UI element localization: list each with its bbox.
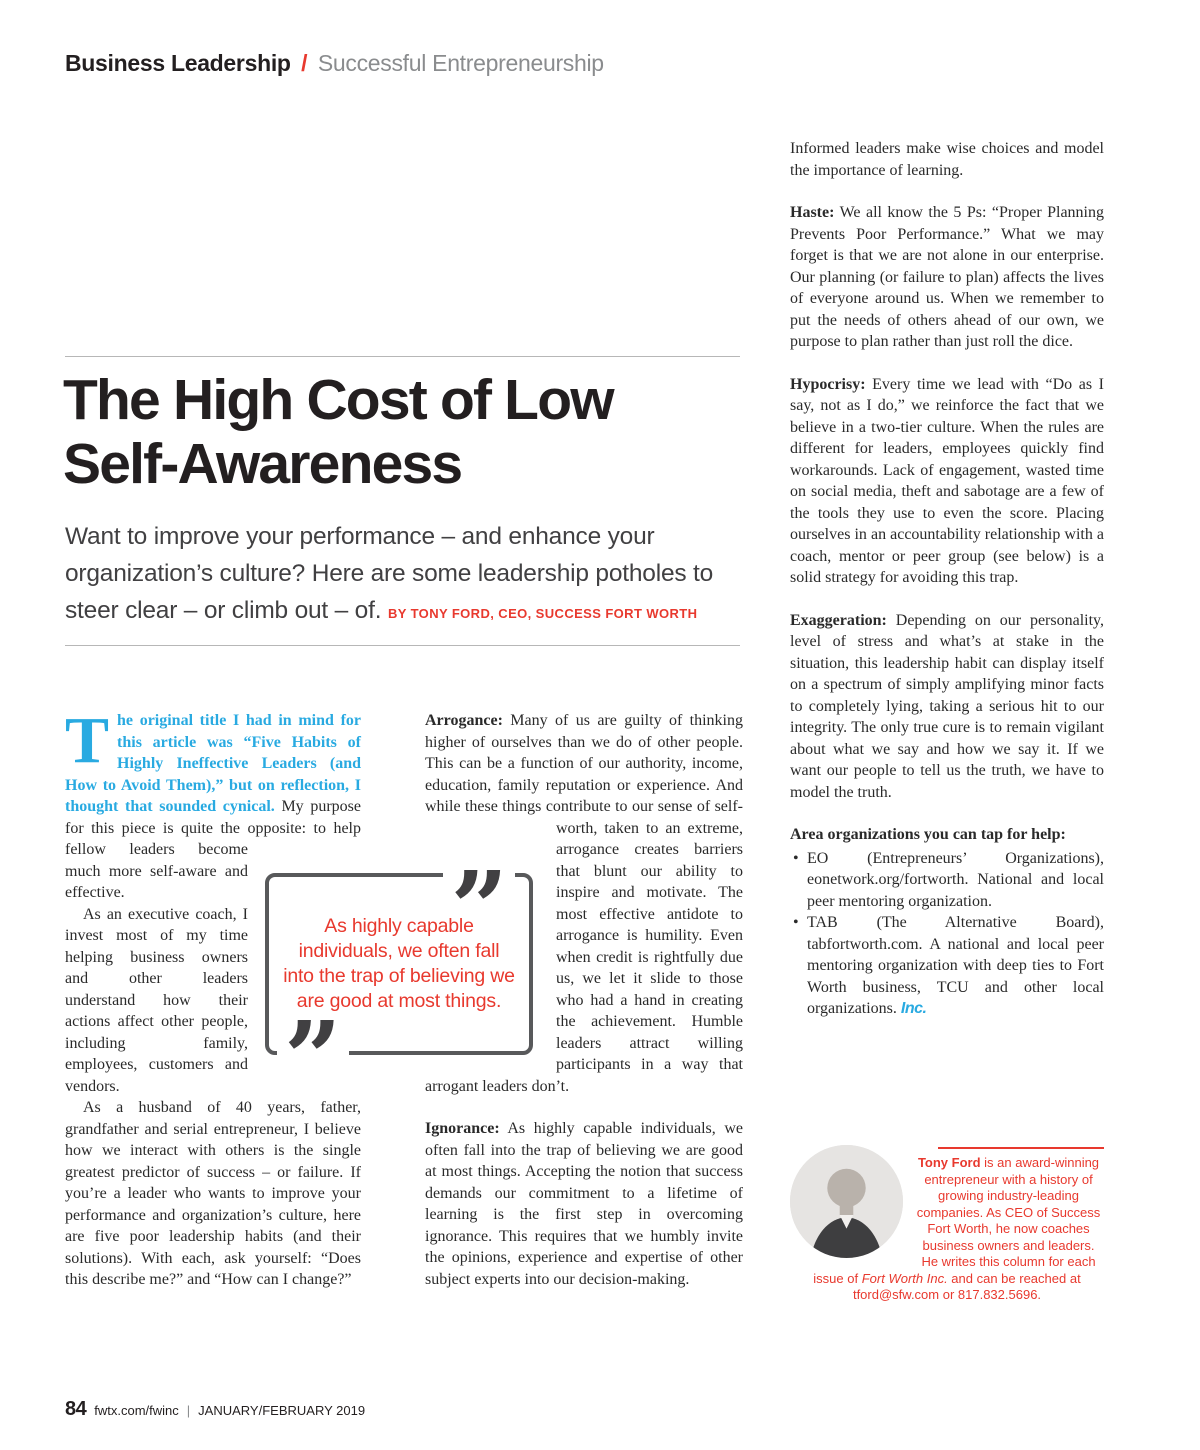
ignorance-paragraph: Ignorance: As highly capable individuals… [425,1118,743,1290]
paragraph-lead: Ignorance: [425,1120,500,1137]
bio-text-part: is an award-winning entrepreneur with a … [813,1155,1101,1286]
haste-paragraph: Haste: We all know the 5 Ps: “Proper Pla… [790,202,1104,353]
article-title: The High Cost of Low Self-Awareness [63,368,753,496]
rule-below-deck [65,645,740,646]
help-list-heading: Area organizations you can tap for help: [790,826,1066,843]
intro-bold-text: he original title I had in mind for this… [65,712,361,815]
author-name: Tony Ford [917,1155,981,1170]
paragraph: Informed leaders make wise choices and m… [790,140,1104,179]
close-quote-icon: ” [277,1015,349,1063]
paragraph-text: As highly capable individuals, we often … [425,1120,743,1288]
section-header: Business Leadership / Successful Entrepr… [65,50,604,77]
body-column-3: Informed leaders make wise choices and m… [790,138,1104,1020]
bio-text-part: and can be reached at tford@sfw.com or 8… [852,1270,1081,1303]
paragraph-text: to an extreme, arrogance creates barrier… [425,819,743,1095]
paragraph-text: My purpose for this piece is quite the o… [65,798,361,837]
pull-quote-box: ” ” As highly capable individuals, we of… [265,865,533,1063]
paragraph-text: Depending on our personality, level of s… [790,611,1104,801]
article-deck: Want to improve your performance – and e… [65,518,725,632]
list-item: • TAB (The Alternative Board), tabfortwor… [790,912,1104,1020]
bio-divider-rule [938,1147,1104,1149]
paragraph: As a husband of 40 years, father, grandf… [65,1099,361,1288]
author-photo [790,1145,903,1258]
body-column-2: Arrogance: Many of us are guilty of thin… [425,710,743,1290]
footer-divider: | [186,1403,191,1418]
inc-magazine-logo: Inc. [900,1000,927,1017]
rule-above-title [65,356,740,357]
section-name: Business Leadership [65,50,291,76]
page-footer: 84 fwtx.com/fwinc | JANUARY/FEBRUARY 201… [65,1398,365,1421]
list-item-text: TAB (The Alternative Board), tabfortwort… [807,914,1104,1017]
list-item: • EO (Entrepreneurs’ Organizations), eone… [790,848,1104,913]
section-divider: / [301,50,308,76]
title-line-1: The High Cost of Low [63,368,615,432]
paragraph-text: Many of us are guilty of thinking higher… [425,712,744,837]
paragraph-lead: Hypocrisy: [790,375,866,393]
pull-quote-text: As highly capable individuals, we often … [283,915,515,1012]
arrogance-paragraph: Arrogance: Many of us are guilty of thin… [425,710,743,1097]
bio-magazine-name: Fort Worth Inc. [861,1270,948,1286]
author-bio: Tony Ford is an award-winning entreprene… [790,1143,1104,1304]
page-number: 84 [65,1398,87,1420]
bullet-icon: • [793,914,799,931]
author-bio-text: Tony Ford is an award-winning entreprene… [790,1143,1104,1304]
footer-site: fwtx.com/fwinc [94,1403,179,1418]
deck-text: Want to improve your performance – and e… [65,523,714,624]
paragraph-lead: Haste: [790,204,835,221]
hypocrisy-paragraph: Hypocrisy: Every time we lead with “Do a… [790,374,1104,589]
paragraph-text: fellow leaders become much more self-awa… [65,841,248,901]
paragraph-text: We all know the 5 Ps: “Proper Planning P… [790,204,1105,350]
subsection-name: Successful Entrepreneurship [317,50,604,76]
drop-cap: T [65,704,110,777]
help-organizations-list: • EO (Entrepreneurs’ Organizations), eone… [790,848,1104,1020]
list-item-text: EO (Entrepreneurs’ Organizations), eonet… [807,849,1104,910]
exaggeration-paragraph: Exaggeration: Depending on our personali… [790,610,1104,804]
byline: BY TONY FORD, CEO, SUCCESS FORT WORTH [387,606,698,621]
author-photo-placeholder [790,1145,903,1258]
footer-issue: JANUARY/FEBRUARY 2019 [198,1403,366,1418]
bullet-icon: • [793,849,799,867]
paragraph-lead: Arrogance: [425,712,503,729]
paragraph: As an executive coach, I invest most of … [65,905,248,1095]
close-quote-icon: ” [443,865,515,913]
title-line-2: Self-Awareness [63,432,463,496]
paragraph-lead: Exaggeration: [790,611,887,629]
paragraph-text: Every time we lead with “Do as I say, no… [790,375,1104,587]
